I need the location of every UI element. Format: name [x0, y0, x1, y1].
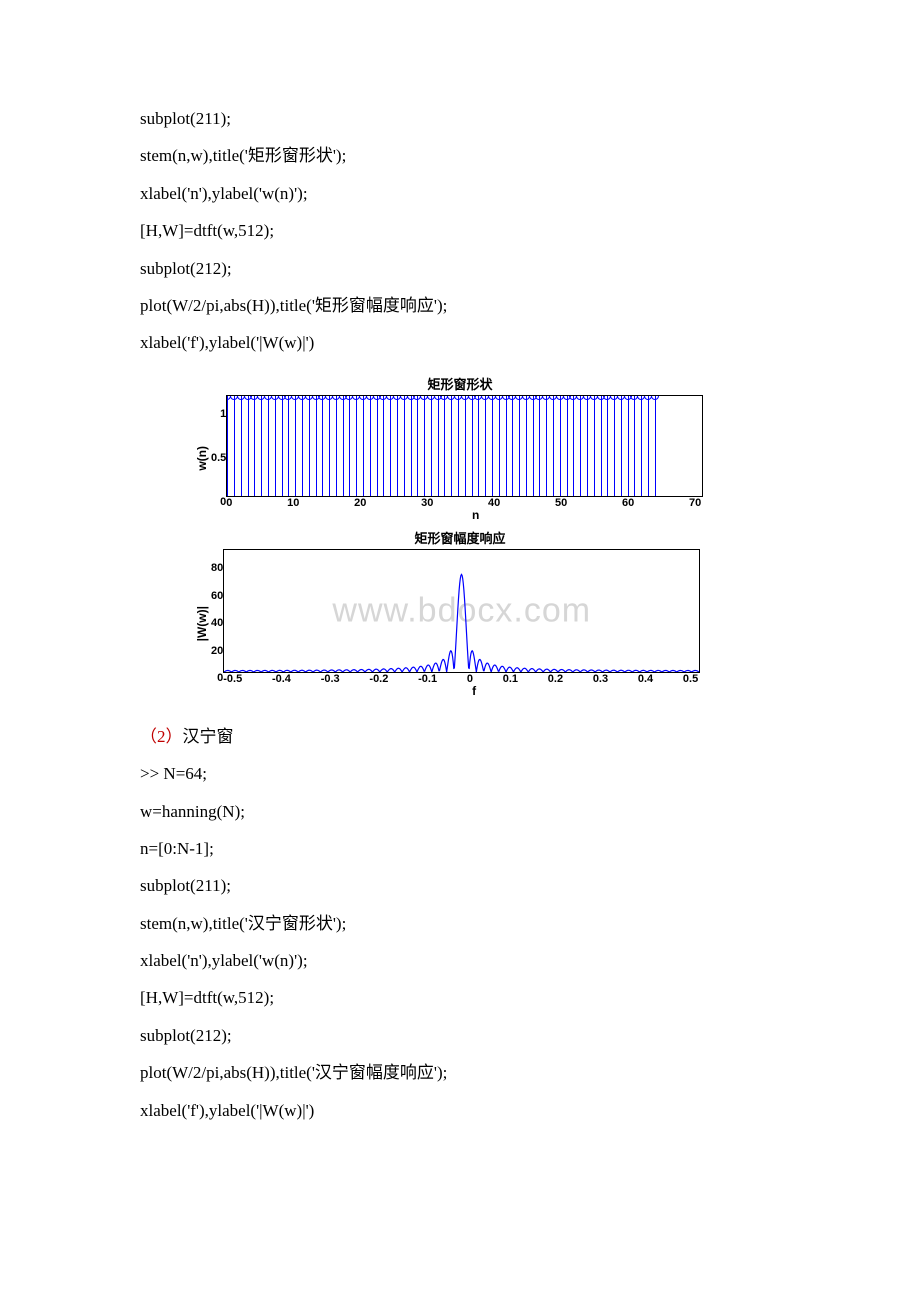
code-line: plot(W/2/pi,abs(H)),title('汉宁窗幅度响应'); — [140, 1054, 780, 1091]
code-line: subplot(211); — [140, 100, 780, 137]
code-line: >> N=64; — [140, 755, 780, 792]
chart1-yticks: 10.50 — [211, 408, 226, 508]
chart1-plot — [226, 395, 703, 497]
subplot-212: 矩形窗幅度响应 |W(w)| 806040200 www.bdocx.com -… — [195, 528, 725, 698]
code-line: plot(W/2/pi,abs(H)),title('矩形窗幅度响应'); — [140, 287, 780, 324]
code-line: stem(n,w),title('矩形窗形状'); — [140, 137, 780, 174]
subplot-211: 矩形窗形状 w(n) 10.50 010203040506070 n — [195, 374, 725, 522]
chart1-title: 矩形窗形状 — [195, 374, 725, 393]
code-line: [H,W]=dtft(w,512); — [140, 979, 780, 1016]
code-line: n=[0:N-1]; — [140, 830, 780, 867]
code-block-2: >> N=64;w=hanning(N);n=[0:N-1];subplot(2… — [140, 755, 780, 1129]
code-line: subplot(212); — [140, 1017, 780, 1054]
code-line: w=hanning(N); — [140, 793, 780, 830]
document-page: subplot(211);stem(n,w),title('矩形窗形状');xl… — [0, 0, 920, 1189]
chart1-ylabel: w(n) — [195, 446, 209, 471]
code-line: subplot(212); — [140, 250, 780, 287]
section-2-heading: （2）汉宁窗 — [140, 718, 780, 755]
code-line: xlabel('n'),ylabel('w(n)'); — [140, 175, 780, 212]
chart2-ylabel: |W(w)| — [195, 606, 209, 641]
chart1-xlabel: n — [226, 508, 725, 522]
section-title: 汉宁窗 — [183, 727, 234, 746]
code-line: subplot(211); — [140, 867, 780, 904]
section-number: （2） — [140, 727, 183, 746]
chart2-title: 矩形窗幅度响应 — [195, 528, 725, 547]
code-line: xlabel('f'),ylabel('|W(w)|') — [140, 324, 780, 361]
code-block-1: subplot(211);stem(n,w),title('矩形窗形状');xl… — [140, 100, 780, 362]
code-line: [H,W]=dtft(w,512); — [140, 212, 780, 249]
chart2-xlabel: f — [223, 684, 725, 698]
code-line: xlabel('f'),ylabel('|W(w)|') — [140, 1092, 780, 1129]
chart2-plot: www.bdocx.com — [223, 549, 700, 673]
chart2-yticks: 806040200 — [211, 562, 223, 684]
code-line: stem(n,w),title('汉宁窗形状'); — [140, 905, 780, 942]
figure-1: 矩形窗形状 w(n) 10.50 010203040506070 n 矩形窗幅度… — [195, 374, 725, 698]
code-line: xlabel('n'),ylabel('w(n)'); — [140, 942, 780, 979]
